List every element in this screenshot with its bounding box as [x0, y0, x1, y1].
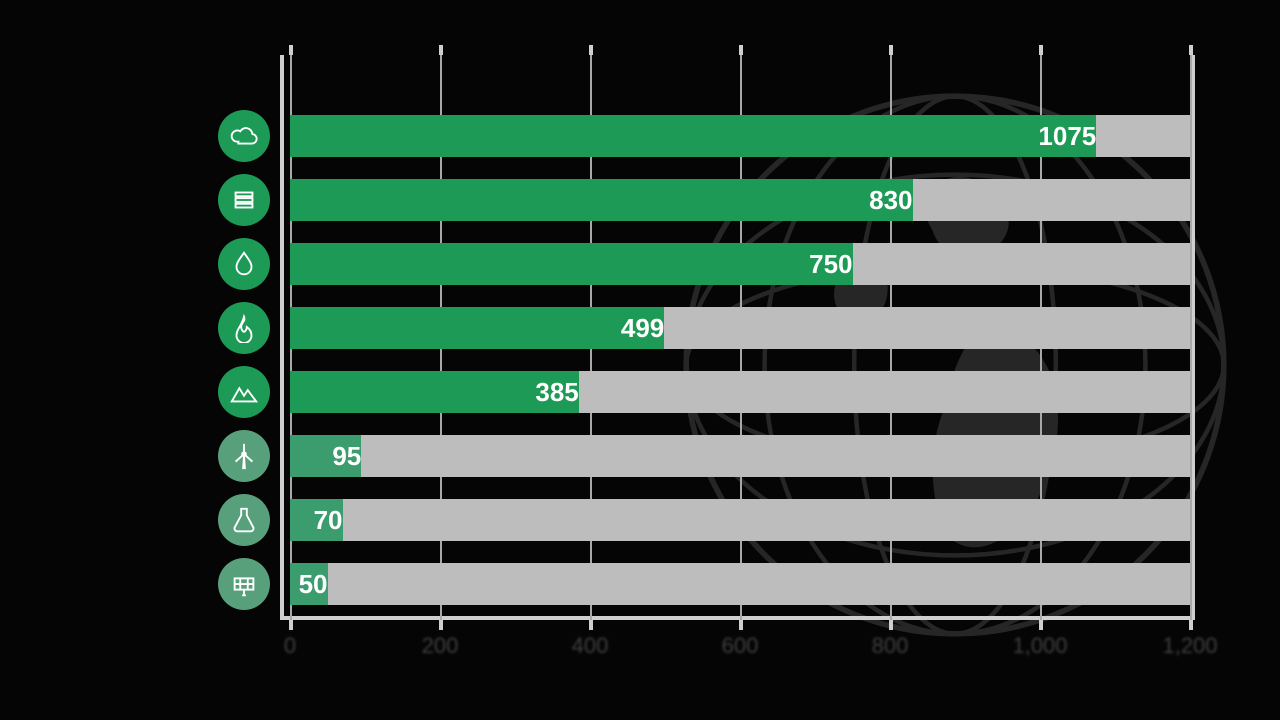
x-tick-label: 400: [572, 633, 609, 659]
x-tick-label: 0: [284, 633, 296, 659]
category-label: [0, 499, 210, 541]
bar-value: 70: [290, 499, 343, 541]
flask-icon: [218, 494, 270, 546]
bar-row: 830: [290, 179, 1190, 221]
stack-icon: [218, 174, 270, 226]
globe-backdrop: [675, 85, 1235, 645]
bar-value: 385: [290, 371, 579, 413]
x-axis-labels: 02004006008001,0001,200: [280, 633, 1195, 673]
category-label: [0, 115, 210, 157]
bar-value: 830: [290, 179, 913, 221]
turbine-icon: [218, 430, 270, 482]
flame-icon: [218, 302, 270, 354]
bar-row: 750: [290, 243, 1190, 285]
category-label: [0, 563, 210, 605]
category-label: [0, 307, 210, 349]
category-label: [0, 371, 210, 413]
bar-track: [290, 563, 1190, 605]
category-icons: [218, 55, 278, 620]
frame-bottom: [280, 616, 1195, 620]
category-label: [0, 179, 210, 221]
bar-value: 50: [290, 563, 328, 605]
gridline: [1190, 55, 1192, 620]
bar-row: 385: [290, 371, 1190, 413]
category-labels: [0, 55, 210, 620]
bar-value: 1075: [290, 115, 1096, 157]
x-tick-label: 600: [722, 633, 759, 659]
mountain-icon: [218, 366, 270, 418]
bar-track: [290, 435, 1190, 477]
bar-value: 95: [290, 435, 361, 477]
x-tick-label: 1,200: [1162, 633, 1217, 659]
cloud-icon: [218, 110, 270, 162]
bar-row: 499: [290, 307, 1190, 349]
solar-icon: [218, 558, 270, 610]
bar-row: 1075: [290, 115, 1190, 157]
bar-track: [290, 499, 1190, 541]
x-tick-label: 1,000: [1012, 633, 1067, 659]
bar-row: 50: [290, 563, 1190, 605]
x-tick-label: 800: [872, 633, 909, 659]
drop-icon: [218, 238, 270, 290]
chart-area: 1075 830 750 499 385 95 70 50: [280, 55, 1195, 620]
bar-value: 499: [290, 307, 664, 349]
category-label: [0, 435, 210, 477]
category-label: [0, 243, 210, 285]
bar-value: 750: [290, 243, 853, 285]
bar-row: 95: [290, 435, 1190, 477]
frame-left: [280, 55, 284, 620]
x-tick-label: 200: [422, 633, 459, 659]
bar-row: 70: [290, 499, 1190, 541]
